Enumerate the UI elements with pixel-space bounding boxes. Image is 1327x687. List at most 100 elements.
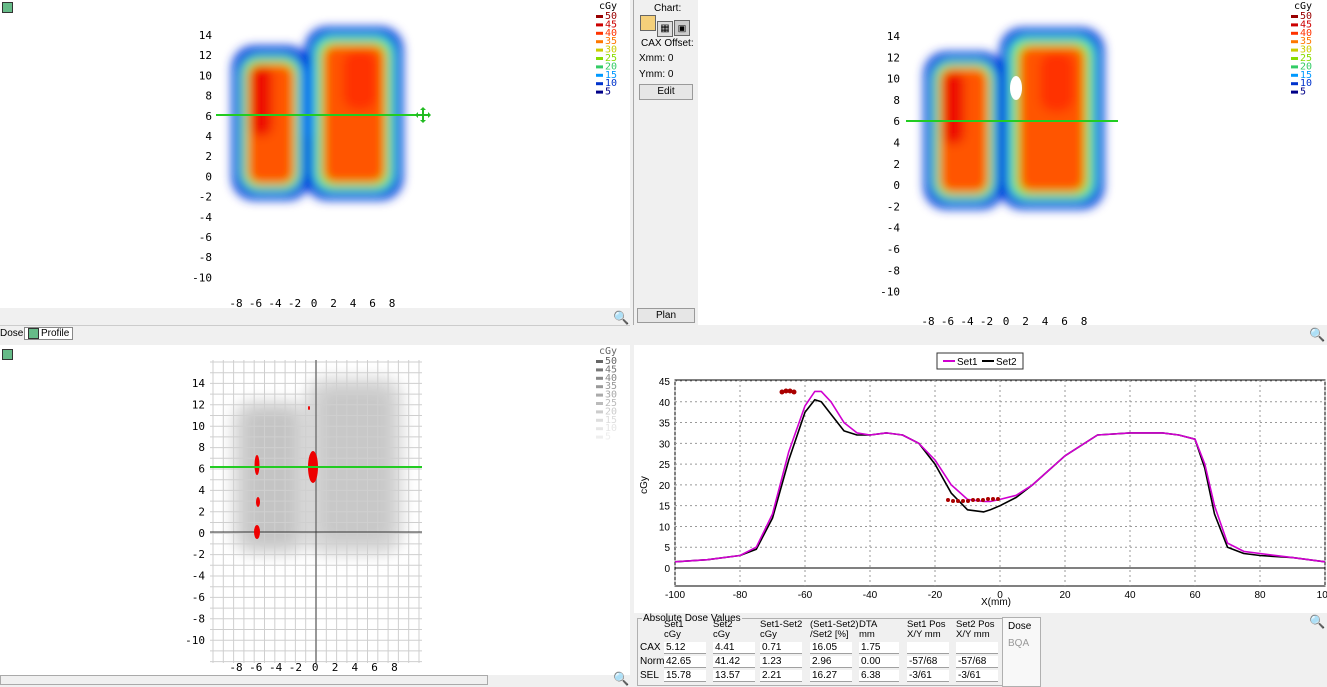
x-tick-label: 4 (351, 661, 358, 674)
y-tick-label: 10 (199, 69, 212, 82)
side-tab-dose[interactable]: Dose (1008, 621, 1032, 632)
legend-level-label: 45 (605, 364, 617, 375)
y-tick-label: 6 (893, 115, 900, 128)
x-tick-label: -4 (269, 661, 283, 674)
y-tick-label: 4 (205, 130, 212, 143)
chart-label: Chart: (654, 3, 682, 14)
ymm-value: Ymm: 0 (639, 69, 674, 80)
legend-swatch (596, 418, 603, 422)
x-tick-label: -6 (249, 297, 262, 308)
x-tick-label: 2 (332, 661, 339, 674)
zoom-icon[interactable]: 🔍 (613, 671, 630, 686)
selected-points (779, 388, 1000, 503)
legend-level-label: 35 (1300, 36, 1312, 47)
table-cell: 16.05 (810, 642, 852, 654)
tab-bar: Dose Profile (0, 325, 630, 344)
chart-dose-icon[interactable] (640, 15, 656, 31)
y-tick-label: 10 (192, 420, 205, 433)
group-title: Absolute Dose Values (642, 613, 742, 624)
legend-level-label: 25 (1300, 53, 1312, 64)
y-tick-label: -6 (199, 231, 212, 244)
y-tick-label: -2 (887, 200, 900, 213)
profile-chart-pane[interactable]: Set1 Set2 45 40 35 30 25 20 15 10 5 0 -100 -80 -60-… (634, 345, 1327, 613)
table-cell: -3/61 (956, 670, 998, 682)
table-cell: 1.23 (760, 656, 802, 668)
y-tick-label: -2 (192, 548, 205, 561)
legend-unit: cGy (599, 1, 617, 12)
legend-swatch (596, 368, 603, 372)
y-tick-label: 12 (199, 49, 212, 62)
dose-map-set2-pane[interactable]: 14 12 10 8 6 4 2 0 -2 -4 -6 -8 -10 -8 -6 -4 -2 0 2 4 6 8 cGy… (698, 0, 1327, 325)
y-tick-label: 30 (659, 439, 671, 450)
chart-grid-icon[interactable]: ▦ (657, 21, 673, 37)
table-cell: 15.78 (664, 670, 706, 682)
column-unit: cGy (713, 629, 730, 640)
column-unit: mm (859, 629, 875, 640)
legend-swatch (1291, 73, 1298, 77)
legend-level-label: 35 (605, 381, 617, 392)
gamma-map-pane[interactable]: 14 12 10 8 6 4 2 0 -2 -4 -6 -8 -10 -8 -6 -4 -2 0 2 4 6 8 cGy… (0, 345, 630, 675)
y-tick-label: 20 (659, 481, 671, 492)
legend-level-label: 30 (1300, 45, 1312, 56)
y-tick-label: -4 (199, 211, 213, 224)
x-tick-label: 0 (311, 297, 318, 308)
legend-swatch (596, 393, 603, 397)
legend-swatch (596, 40, 603, 44)
legend-level-label: 15 (605, 70, 617, 81)
legend-swatch (1291, 23, 1298, 27)
legend-swatch (596, 57, 603, 60)
x-tick-label: 6 (369, 297, 376, 308)
x-tick-label: 8 (1081, 315, 1088, 325)
table-cell: 6.38 (859, 670, 899, 682)
y-tick-label: 25 (659, 460, 671, 471)
legend-swatch (596, 360, 603, 363)
edit-button[interactable]: Edit (639, 84, 693, 100)
legend-level-label: 50 (1300, 11, 1312, 22)
x-axis-labels: -8 -6 -4 -2 0 2 4 6 8 (921, 315, 1087, 325)
dose-map-set1-pane[interactable]: 14 12 10 8 6 4 2 0 -2 -4 -6 -8 -10 -8 -6 -4 -2 0 2 4 6 8 cGy… (0, 0, 630, 308)
table-cell (907, 642, 949, 654)
dose-values-panel: Absolute Dose Values Set1 cGy Set2 cGy Set1-… (634, 613, 1327, 687)
y-tick-label: 10 (659, 522, 671, 533)
row-label: SEL (640, 670, 659, 681)
y-tick-labels: 45 40 35 30 25 20 15 10 5 0 (659, 377, 671, 575)
pane-icon[interactable] (2, 349, 13, 360)
chart-3d-icon[interactable]: ▣ (674, 20, 690, 36)
y-tick-label: 35 (659, 419, 671, 430)
pane-icon[interactable] (2, 2, 13, 13)
x-tick-label: -4 (960, 315, 974, 325)
tab-profile[interactable]: Profile (24, 327, 74, 341)
dose-distribution-set2 (924, 28, 1104, 209)
zoom-icon[interactable]: 🔍 (613, 310, 630, 325)
profile-tab-icon (28, 328, 39, 339)
zoom-icon[interactable]: 🔍 (1309, 614, 1326, 629)
legend-level-label: 15 (1300, 70, 1312, 81)
tab-dose[interactable]: Dose (0, 328, 24, 339)
legend-swatch (596, 31, 603, 35)
legend-swatch (596, 15, 603, 18)
horizontal-scrollbar[interactable] (0, 675, 488, 685)
plan-button[interactable]: Plan (637, 308, 695, 323)
x-tick-label: 100 (1317, 590, 1327, 601)
move-handle-icon[interactable] (415, 107, 431, 123)
x-tick-labels: -100 -80 -60 -40 -20 0 20 40 60 80 100 (665, 590, 1327, 601)
column-unit: X/Y mm (907, 629, 941, 640)
y-tick-label: -8 (192, 612, 205, 625)
xmm-value: Xmm: 0 (639, 53, 674, 64)
side-tab-bqa[interactable]: BQA (1008, 638, 1030, 649)
column-unit: X/Y mm (956, 629, 990, 640)
x-tick-label: -100 (665, 590, 685, 601)
y-tick-label: 2 (198, 505, 205, 518)
table-cell: 2.96 (810, 656, 852, 668)
y-tick-label: 4 (893, 137, 900, 150)
zoom-icon[interactable]: 🔍 (1309, 327, 1326, 342)
y-tick-label: 40 (659, 398, 671, 409)
y-tick-label: 4 (198, 484, 205, 497)
x-tick-label: 0 (997, 590, 1003, 601)
table-cell: 16.27 (810, 670, 852, 682)
x-tick-label: -2 (288, 297, 301, 308)
x-tick-label: -6 (941, 315, 954, 325)
legend-level-label: 30 (605, 45, 617, 56)
legend-level-label: 50 (605, 356, 617, 367)
